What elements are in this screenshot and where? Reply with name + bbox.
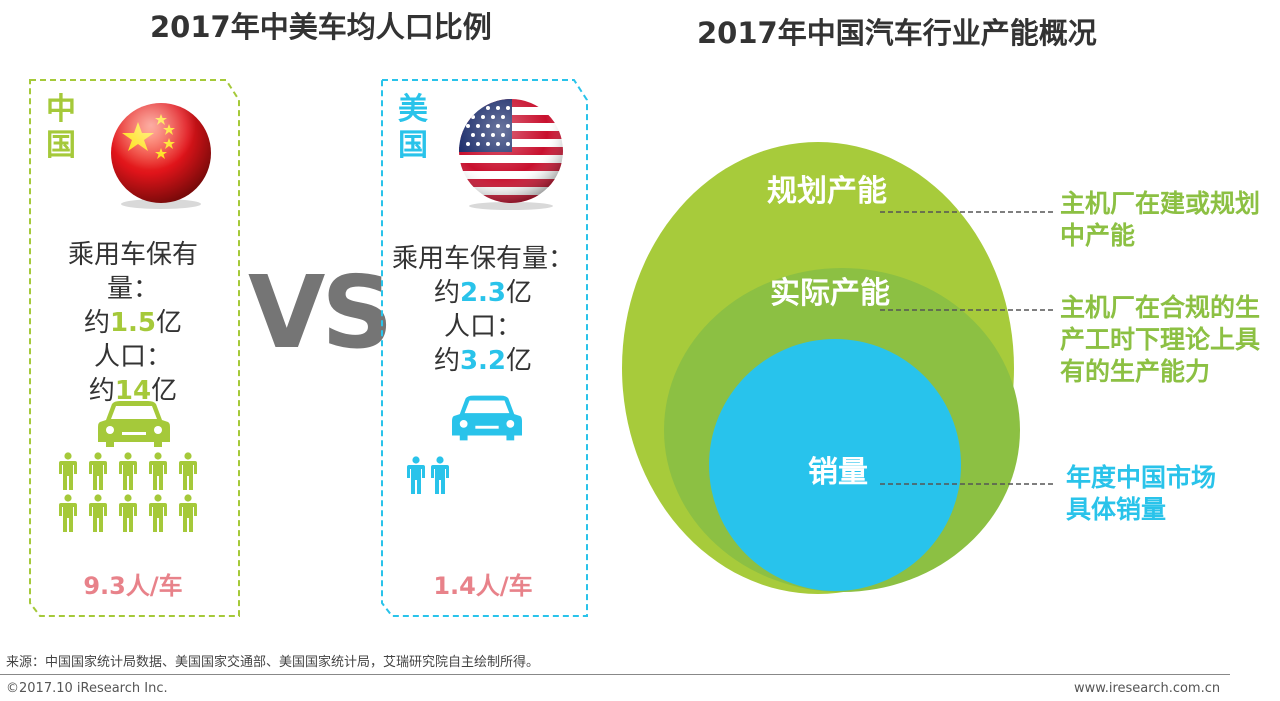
person-icon <box>431 456 449 494</box>
usa-stat-line3: 人口： <box>443 312 522 342</box>
china-stat-line4: 人口： <box>93 342 172 372</box>
china-panel-frame <box>29 79 240 617</box>
person-icon <box>179 452 197 490</box>
inner-circle-label: 销量 <box>808 455 868 490</box>
usa-ratio: 1.4人/车 <box>433 572 533 600</box>
footer-url: www.iresearch.com.cn <box>1074 681 1221 696</box>
person-icon <box>149 494 167 532</box>
inner-circle-sales <box>709 339 961 591</box>
china-people-icons <box>59 452 197 532</box>
outer-note: 主机厂在建或规划中产能 <box>1060 189 1261 250</box>
person-icon <box>89 452 107 490</box>
china-panel: 中 国 乘用车保有 量： 约1.5亿 人口： 约14亿 <box>28 78 242 620</box>
person-icon <box>59 494 77 532</box>
capacity-circles <box>622 142 1020 594</box>
usa-stat-line4: 约3.2亿 <box>433 346 533 376</box>
china-stat-line1: 乘用车保有 <box>67 240 198 270</box>
china-car-icon <box>98 401 170 447</box>
usa-stat-line1: 乘用车保有量： <box>391 244 574 274</box>
person-icon <box>59 452 77 490</box>
middle-circle-label: 实际产能 <box>770 276 890 311</box>
footer-divider <box>0 674 1230 675</box>
usa-name: 美 国 <box>398 92 428 163</box>
person-icon <box>119 494 137 532</box>
person-icon <box>89 494 107 532</box>
footer-source: 来源：中国国家统计局数据、美国国家交通部、美国国家统计局，艾瑞研究院自主绘制所得… <box>6 655 540 670</box>
middle-note: 主机厂在合规的生产工时下理论上具有的生产能力 <box>1060 293 1261 386</box>
person-icon <box>149 452 167 490</box>
person-icon <box>119 452 137 490</box>
china-stat-line3: 约1.5亿 <box>83 308 183 338</box>
outer-circle-label: 规划产能 <box>767 174 887 209</box>
usa-panel-frame <box>381 79 588 617</box>
usa-flag-icon <box>459 99 563 210</box>
usa-stat-line2: 约2.3亿 <box>433 278 533 308</box>
china-ratio: 9.3人/车 <box>83 572 183 600</box>
person-icon <box>179 494 197 532</box>
vs-text: VS <box>248 254 393 371</box>
usa-panel: 美 国 <box>380 78 590 620</box>
usa-car-icon <box>452 395 522 441</box>
person-icon <box>407 456 425 494</box>
usa-stats: 乘用车保有量： 约2.3亿 人口： 约3.2亿 <box>380 242 586 378</box>
inner-note: 年度中国市场具体销量 <box>1066 463 1217 524</box>
right-title: 2017年中国汽车行业产能概况 <box>697 16 1097 50</box>
china-flag-icon <box>111 103 211 209</box>
left-title: 2017年中美车均人口比例 <box>150 10 492 44</box>
china-name: 中 国 <box>46 92 76 163</box>
china-stats: 乘用车保有 量： 约1.5亿 人口： 约14亿 <box>28 238 238 408</box>
china-stat-line2: 量： <box>106 274 159 304</box>
leader-lines <box>880 211 1055 485</box>
usa-people-icons <box>407 456 449 494</box>
footer-copyright: ©2017.10 iResearch Inc. <box>6 681 168 696</box>
